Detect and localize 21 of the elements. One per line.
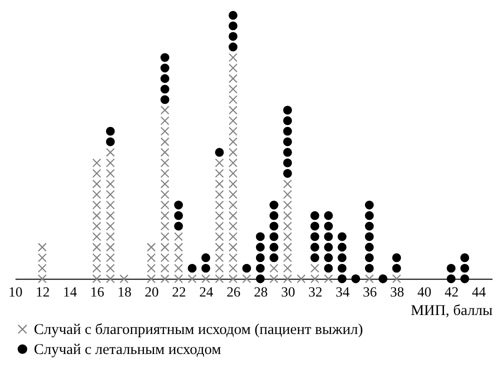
x-tick-label: 44 — [472, 285, 486, 300]
x-tick-label: 30 — [281, 285, 296, 300]
legend-label: Случай с летальным исходом — [34, 342, 222, 358]
x-tick-label: 26 — [226, 285, 241, 300]
x-tick-label: 34 — [336, 285, 350, 300]
x-tick-label: 16 — [90, 285, 104, 300]
x-tick-label: 22 — [172, 285, 186, 300]
x-axis-title: МИП, баллы — [410, 303, 493, 320]
x-tick-label: 12 — [36, 285, 50, 300]
x-tick-label: 40 — [417, 285, 432, 300]
x-tick-label: 36 — [362, 285, 377, 300]
x-tick-label: 18 — [118, 285, 132, 300]
x-tick-label: 38 — [390, 285, 404, 300]
x-tick-label: 28 — [254, 285, 268, 300]
x-tick-label: 24 — [199, 285, 214, 300]
x-tick-label: 20 — [144, 285, 159, 300]
x-tick-label: 14 — [63, 285, 77, 300]
legend-label: Случай с благоприятным исходом (пациент выжил) — [34, 322, 364, 338]
x-tick-label: 32 — [308, 285, 322, 300]
x-tick-label: 10 — [8, 285, 22, 300]
x-tick-label: 42 — [444, 285, 459, 300]
